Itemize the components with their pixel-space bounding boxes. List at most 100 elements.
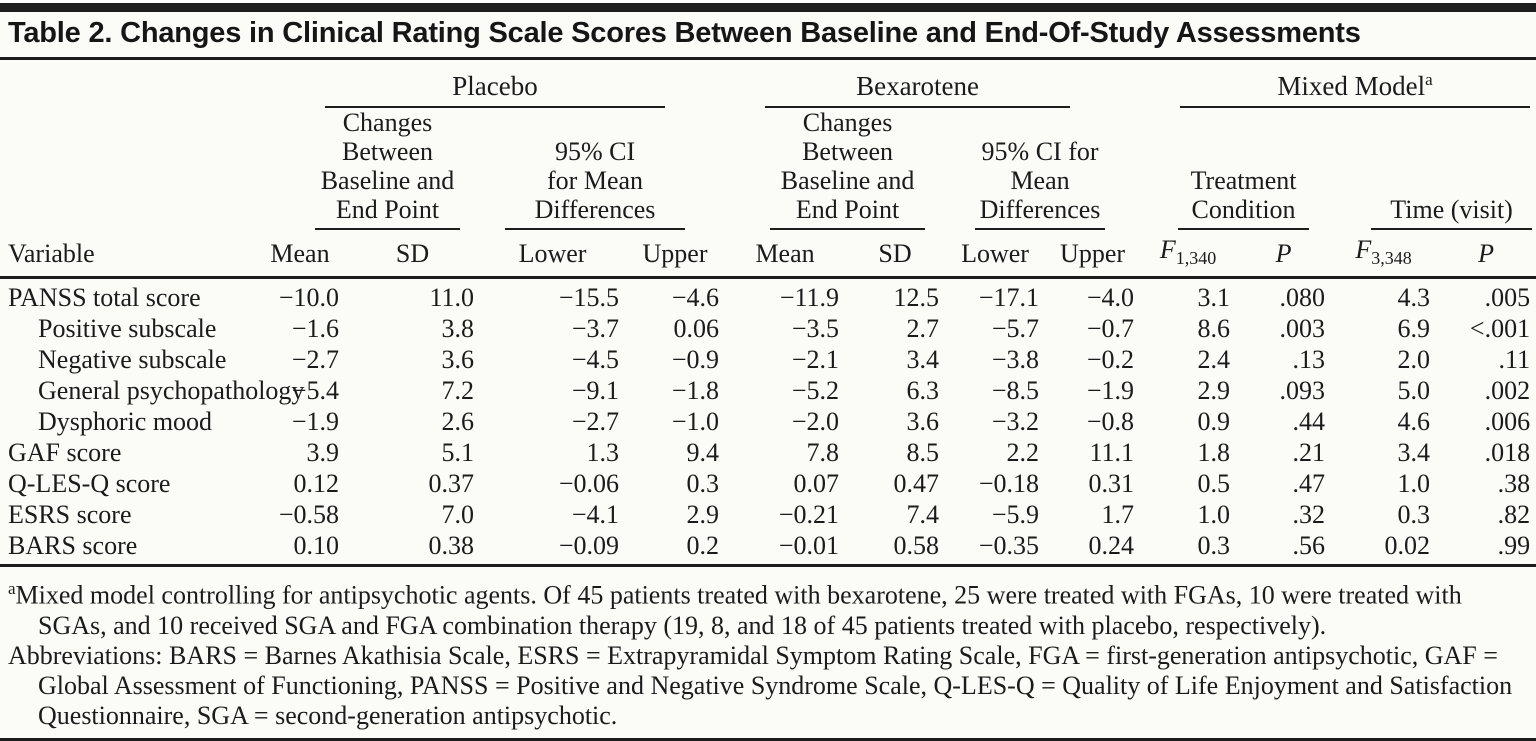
col-placebo-lower: Lower	[480, 230, 625, 280]
cell-value: 6.3	[906, 376, 940, 406]
cell-value: −2.7	[571, 407, 619, 437]
subgroup-label: Time (visit)	[1371, 195, 1533, 230]
cell-value: 1.7	[1101, 500, 1135, 530]
cell-value: 12.5	[893, 283, 940, 313]
col-p-time: P	[1436, 230, 1536, 280]
cell-value: −3.8	[991, 345, 1040, 375]
table-row: Positive subscale −1.6 3.8 −3.7 0.06 −3.5 2.7 −…	[0, 313, 1536, 344]
cell-value: −1.6	[291, 314, 339, 344]
cell-value: −1.9	[1086, 376, 1135, 406]
footnote-marker: a	[8, 579, 16, 599]
col-placebo-sd: SD	[345, 230, 480, 280]
col-f-treatment: F1,340	[1140, 230, 1237, 280]
cell-value: 0.9	[1197, 407, 1231, 437]
cell-value: 2.9	[1197, 376, 1231, 406]
group-bexarotene: Bexarotene	[725, 62, 1140, 108]
cell-value: −2.0	[791, 407, 840, 437]
cell-value: 0.38	[345, 530, 480, 568]
table-row: GAF score 3.9 5.1 1.3 9.4 7.8 8.5 2.2 11.1 1.8 .21…	[0, 437, 1536, 468]
cell-value: 0.24	[1045, 530, 1141, 568]
cell-value: 0.5	[1197, 469, 1231, 499]
cell-value: −0.21	[778, 500, 840, 530]
cell-value: 0.31	[1088, 469, 1135, 499]
cell-value: −4.6	[671, 283, 720, 313]
f-subscript: 1,340	[1175, 248, 1217, 269]
subgroup-label: Changes Between Baseline and End Point	[770, 108, 926, 230]
cell-value: .44	[1292, 407, 1326, 437]
subgroup-placebo-ci: 95% CI for Mean Differences	[480, 108, 725, 230]
col-bexarotene-sd: SD	[845, 230, 946, 280]
footnote-text: Mixed model controlling for antipsychoti…	[15, 580, 1462, 640]
cell-value: 2.6	[441, 407, 475, 437]
cell-value: 3.6	[441, 345, 475, 375]
cell-value: −0.09	[480, 530, 625, 568]
row-label: General psychopathology	[38, 376, 305, 406]
cell-value: <.001	[1469, 314, 1531, 344]
cell-value: −5.9	[991, 500, 1040, 530]
cell-value: .13	[1292, 345, 1326, 375]
cell-value: 5.0	[1397, 376, 1431, 406]
cell-value: 0.58	[845, 530, 946, 568]
row-label: Negative subscale	[38, 345, 227, 375]
footnote-abbreviations: Abbreviations: BARS = Barnes Akathisia S…	[8, 640, 1513, 730]
cell-value: .56	[1236, 530, 1332, 568]
cell-value: −0.06	[558, 469, 619, 499]
col-placebo-upper: Upper	[625, 230, 726, 280]
cell-value: 1.0	[1397, 469, 1431, 499]
cell-value: −5.2	[791, 376, 840, 406]
cell-value: 0.37	[428, 469, 475, 499]
cell-value: 0.47	[893, 469, 940, 499]
cell-value: .47	[1292, 469, 1326, 499]
table-row: Dysphoric mood −1.9 2.6 −2.7 −1.0 −2.0 3.6 −3.2…	[0, 406, 1536, 437]
table-title: Table 2. Changes in Clinical Rating Scal…	[8, 17, 1361, 49]
subgroup-label: 95% CI for Mean Differences	[975, 137, 1106, 230]
cell-value: −0.2	[1086, 345, 1135, 375]
cell-value: 7.4	[906, 500, 940, 530]
cell-value: 1.0	[1197, 500, 1231, 530]
top-rule	[0, 3, 1536, 12]
cell-value: 6.9	[1397, 314, 1431, 344]
col-f-time: F3,348	[1331, 230, 1437, 280]
cell-value: −5.4	[291, 376, 339, 406]
cell-value: .093	[1279, 376, 1326, 406]
cell-value: .002	[1484, 376, 1531, 406]
table-row: ESRS score −0.58 7.0 −4.1 2.9 −0.21 7.4 −5.9 1.7…	[0, 499, 1536, 530]
cell-value: −8.5	[991, 376, 1040, 406]
subgroup-time-visit: Time (visit)	[1331, 108, 1536, 230]
cell-value: .82	[1497, 500, 1531, 530]
cell-value: 0.12	[293, 469, 340, 499]
cell-value: 0.07	[793, 469, 840, 499]
col-bexarotene-mean: Mean	[725, 230, 846, 280]
cell-value: .080	[1279, 283, 1326, 313]
row-label: Positive subscale	[38, 314, 217, 344]
subgroup-bexarotene-changes: Changes Between Baseline and End Point	[725, 108, 945, 230]
cell-value: −1.8	[671, 376, 720, 406]
row-label: PANSS total score	[8, 283, 201, 313]
footnotes: aMixed model controlling for antipsychot…	[0, 567, 1536, 735]
cell-value: 9.4	[686, 438, 720, 468]
blank-cell	[0, 108, 255, 230]
table-row: General psychopathology −5.4 7.2 −9.1 −1.8 −5…	[0, 375, 1536, 406]
cell-value: .99	[1436, 530, 1536, 568]
cell-value: −4.1	[571, 500, 619, 530]
cell-value: 7.0	[441, 500, 475, 530]
subgroup-label: Treatment Condition	[1178, 166, 1310, 230]
cell-value: .018	[1484, 438, 1531, 468]
cell-value: 11.1	[1089, 438, 1135, 468]
cell-value: .006	[1484, 407, 1531, 437]
cell-value: −10.0	[278, 283, 339, 313]
group-placebo: Placebo	[255, 62, 725, 108]
table-row: PANSS total score −10.0 11.0 −15.5 −4.6 −11.9…	[0, 278, 1536, 314]
f-symbol: F	[1355, 235, 1372, 264]
cell-value: 3.8	[441, 314, 475, 344]
mixed-model-footnote-marker: a	[1425, 70, 1433, 89]
cell-value: −11.9	[779, 283, 840, 313]
row-label: Q-LES-Q score	[8, 469, 171, 499]
clinical-rating-table: Placebo Bexarotene Mixed Modela Changes …	[0, 62, 1536, 568]
cell-value: 1.3	[586, 438, 620, 468]
blank-cell	[0, 62, 255, 108]
group-header-row: Placebo Bexarotene Mixed Modela	[0, 62, 1536, 108]
cell-value: 2.2	[1006, 438, 1040, 468]
cell-value: .11	[1498, 345, 1531, 375]
cell-value: 3.1	[1197, 283, 1231, 313]
